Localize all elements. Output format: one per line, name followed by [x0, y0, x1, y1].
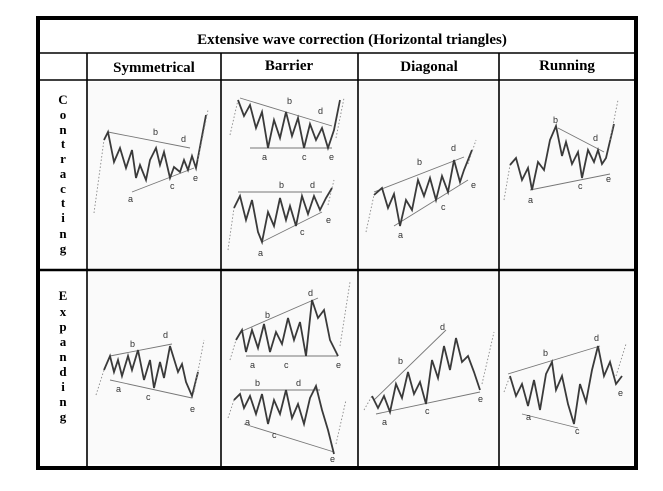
diagram-contracting-running: a b c d e: [503, 99, 619, 205]
row-label-contracting: C o n t r a c t i n g: [58, 92, 67, 256]
diagram-expanding-barrier-bottom: a b c d e: [227, 378, 347, 464]
svg-text:e: e: [193, 173, 198, 183]
svg-text:a: a: [398, 230, 403, 240]
svg-text:e: e: [190, 404, 195, 414]
svg-text:a: a: [245, 417, 250, 427]
svg-text:n: n: [59, 394, 67, 409]
svg-text:e: e: [329, 152, 334, 162]
svg-text:b: b: [417, 157, 422, 167]
svg-text:a: a: [382, 417, 387, 427]
svg-text:b: b: [255, 378, 260, 388]
svg-text:d: d: [181, 134, 186, 144]
svg-text:e: e: [326, 215, 331, 225]
column-header-running: Running: [539, 58, 595, 74]
svg-text:d: d: [310, 180, 315, 190]
diagram-contracting-diagonal: a b c d e: [365, 139, 477, 240]
svg-text:b: b: [287, 96, 292, 106]
diagram-contracting-barrier-bottom: a b c d e: [227, 179, 335, 258]
svg-text:c: c: [302, 152, 307, 162]
svg-text:E: E: [59, 288, 68, 303]
svg-text:d: d: [59, 364, 67, 379]
svg-text:a: a: [116, 384, 121, 394]
diagram-expanding-running: a b c d e: [503, 333, 627, 436]
svg-text:b: b: [153, 127, 158, 137]
svg-text:b: b: [130, 339, 135, 349]
svg-text:c: c: [60, 181, 66, 196]
column-header-diagonal: Diagonal: [400, 59, 458, 75]
svg-text:c: c: [272, 430, 277, 440]
svg-text:g: g: [60, 241, 67, 256]
svg-text:t: t: [61, 195, 66, 210]
diagram-expanding-barrier-top: a b c d e: [229, 281, 351, 370]
svg-text:d: d: [594, 333, 599, 343]
diagram-contracting-barrier-top: a b c d e: [229, 96, 345, 162]
diagram-contracting-symmetrical: a b c d e: [93, 109, 209, 214]
svg-text:e: e: [618, 388, 623, 398]
svg-text:b: b: [553, 115, 558, 125]
svg-text:e: e: [336, 360, 341, 370]
svg-text:t: t: [61, 136, 66, 151]
svg-text:a: a: [528, 195, 533, 205]
diagram-expanding-symmetrical: a b c d e: [95, 330, 205, 414]
svg-text:c: c: [425, 406, 430, 416]
svg-text:a: a: [60, 334, 67, 349]
column-header-symmetrical: Symmetrical: [113, 60, 195, 76]
diagram-expanding-diagonal: a b c d e: [363, 322, 495, 427]
svg-text:b: b: [543, 348, 548, 358]
svg-text:a: a: [258, 248, 263, 258]
svg-text:i: i: [61, 379, 65, 394]
svg-text:n: n: [59, 122, 67, 137]
svg-text:d: d: [440, 322, 445, 332]
svg-text:b: b: [265, 310, 270, 320]
svg-text:a: a: [526, 412, 531, 422]
svg-text:g: g: [60, 409, 67, 424]
svg-text:c: c: [575, 426, 580, 436]
svg-text:C: C: [58, 92, 67, 107]
svg-text:i: i: [61, 210, 65, 225]
svg-text:b: b: [279, 180, 284, 190]
svg-text:c: c: [300, 227, 305, 237]
svg-text:d: d: [296, 378, 301, 388]
svg-text:d: d: [593, 133, 598, 143]
svg-text:e: e: [330, 454, 335, 464]
svg-text:d: d: [451, 143, 456, 153]
svg-text:c: c: [170, 181, 175, 191]
svg-text:e: e: [478, 394, 483, 404]
svg-text:o: o: [60, 107, 67, 122]
svg-text:b: b: [398, 356, 403, 366]
column-header-barrier: Barrier: [265, 58, 314, 74]
table-title: Extensive wave correction (Horizontal tr…: [197, 32, 507, 48]
svg-text:c: c: [578, 181, 583, 191]
svg-text:p: p: [59, 319, 66, 334]
svg-text:x: x: [60, 304, 67, 319]
svg-text:d: d: [308, 288, 313, 298]
svg-text:n: n: [59, 349, 67, 364]
svg-text:r: r: [60, 151, 66, 166]
svg-text:e: e: [471, 180, 476, 190]
row-label-expanding: E x p a n d i n g: [59, 288, 68, 424]
svg-text:d: d: [318, 106, 323, 116]
svg-text:a: a: [60, 166, 67, 181]
svg-text:c: c: [146, 392, 151, 402]
svg-text:a: a: [128, 194, 133, 204]
svg-text:c: c: [284, 360, 289, 370]
svg-text:n: n: [59, 226, 67, 241]
grid-lines: [38, 52, 636, 468]
svg-text:e: e: [606, 174, 611, 184]
svg-text:a: a: [250, 360, 255, 370]
svg-text:d: d: [163, 330, 168, 340]
svg-text:a: a: [262, 152, 267, 162]
svg-text:c: c: [441, 202, 446, 212]
